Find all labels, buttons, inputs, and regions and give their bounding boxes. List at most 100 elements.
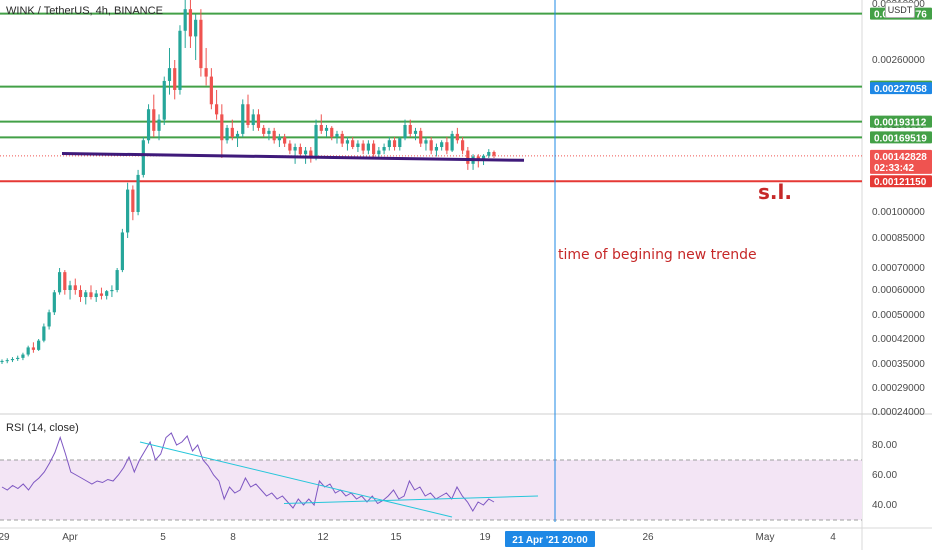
candle-body [303, 150, 308, 155]
y-tick-label: 0.00085000 [872, 233, 925, 244]
candle-body [460, 140, 465, 151]
candle-body [230, 127, 234, 138]
candle-body [314, 125, 318, 158]
candle-body [345, 140, 350, 144]
candle-body [382, 147, 386, 151]
candle-body [52, 292, 56, 313]
x-tick-label: 5 [160, 532, 166, 543]
candle-body [63, 272, 67, 290]
candle-body [434, 147, 439, 151]
candle-body [272, 130, 276, 141]
x-tick-label: 19 [479, 532, 491, 543]
support-trendline [61, 151, 525, 162]
candle-body [16, 357, 20, 359]
candle-body [5, 360, 9, 362]
candle-body [366, 143, 370, 151]
x-tick-label: 26 [642, 532, 654, 543]
candle-body [209, 76, 213, 105]
candle-body [319, 125, 323, 131]
candle-body [131, 189, 135, 212]
candle-body [183, 9, 187, 31]
price-level-value: 0.00193112 [874, 118, 927, 129]
y-tick-label: 0.00260000 [872, 55, 925, 66]
price-level-tag [870, 131, 932, 144]
rsi-label: RSI (14, close) [6, 422, 79, 434]
candle-body [126, 189, 130, 233]
rsi-downtrend-line [139, 441, 453, 518]
rsi-band [0, 459, 862, 521]
candle-body [450, 133, 454, 151]
candle-body [68, 285, 72, 290]
candle-body [73, 285, 77, 290]
candle-body [178, 30, 182, 90]
candle-body [356, 143, 360, 148]
candle-body [42, 326, 46, 341]
candle-body [293, 147, 297, 151]
candle-body [89, 292, 93, 298]
candle-body [152, 109, 156, 131]
x-tick-label: Apr [62, 532, 78, 543]
candle-body [188, 9, 193, 37]
candle-body [262, 127, 266, 134]
y-tick-label: 0.00100000 [872, 207, 925, 218]
price-countdown: 02:33:42 [874, 163, 914, 174]
price-level-tag [870, 82, 932, 95]
candle-body [481, 155, 486, 161]
candle-body [115, 270, 119, 290]
candle-body [167, 68, 172, 81]
candle-body [403, 125, 407, 139]
candle-body [105, 291, 109, 296]
candles [0, 0, 496, 364]
y-tick-label: 0.00060000 [872, 285, 925, 296]
candle-body [214, 104, 219, 115]
x-tick-label: 15 [390, 532, 402, 543]
candle-body [220, 114, 224, 141]
price-level-value: 0.00169519 [874, 133, 927, 144]
candle-body [235, 133, 240, 138]
candle-body [377, 150, 381, 155]
candle-body [408, 125, 412, 134]
candle-body [84, 292, 88, 298]
rsi-tick-label: 80.00 [872, 440, 897, 451]
candle-body [372, 143, 376, 155]
candle-body [392, 140, 397, 148]
rsi-band-fill [0, 460, 862, 520]
candle-body [340, 133, 344, 144]
trend-annotation: time of begining new trende [558, 247, 757, 263]
price-level-labels: 0.003007760.002286430.002270580.00193112… [870, 7, 932, 188]
candle-body [283, 137, 287, 144]
y-tick-label: 0.00024000 [872, 407, 925, 418]
candle-body [78, 290, 83, 298]
y-tick-label: 0.00042000 [872, 334, 925, 345]
candle-body [31, 347, 36, 350]
price-level-tag [870, 115, 932, 128]
candle-body [324, 127, 329, 131]
y-tick-label: 0.00035000 [872, 359, 925, 370]
candle-body [225, 127, 229, 141]
candle-body [398, 138, 402, 148]
candle-body [309, 150, 313, 158]
currency-badge[interactable]: USDT [885, 2, 915, 18]
price-level-value: 0.00121150 [874, 177, 927, 188]
candle-body [424, 140, 428, 144]
rsi-tick-label: 40.00 [872, 500, 897, 511]
candle-body [387, 140, 391, 148]
candle-body [298, 147, 302, 155]
candle-body [487, 151, 491, 156]
price-level-value: 0.00227058 [874, 84, 927, 95]
y-tick-label: 0.00050000 [872, 310, 925, 321]
candle-body [335, 133, 339, 138]
candle-body [194, 19, 198, 37]
x-tick-label: 8 [230, 532, 236, 543]
candle-body [429, 140, 433, 151]
rsi-support-line [283, 495, 539, 504]
x-tick-label: 4 [830, 532, 836, 543]
candle-body [440, 142, 444, 148]
x-tick-label: May [756, 532, 775, 543]
trendlines [61, 0, 556, 522]
price-level-tag [870, 175, 932, 188]
x-cursor-tag [505, 531, 595, 547]
candle-body [361, 143, 365, 151]
candle-body [204, 68, 208, 77]
